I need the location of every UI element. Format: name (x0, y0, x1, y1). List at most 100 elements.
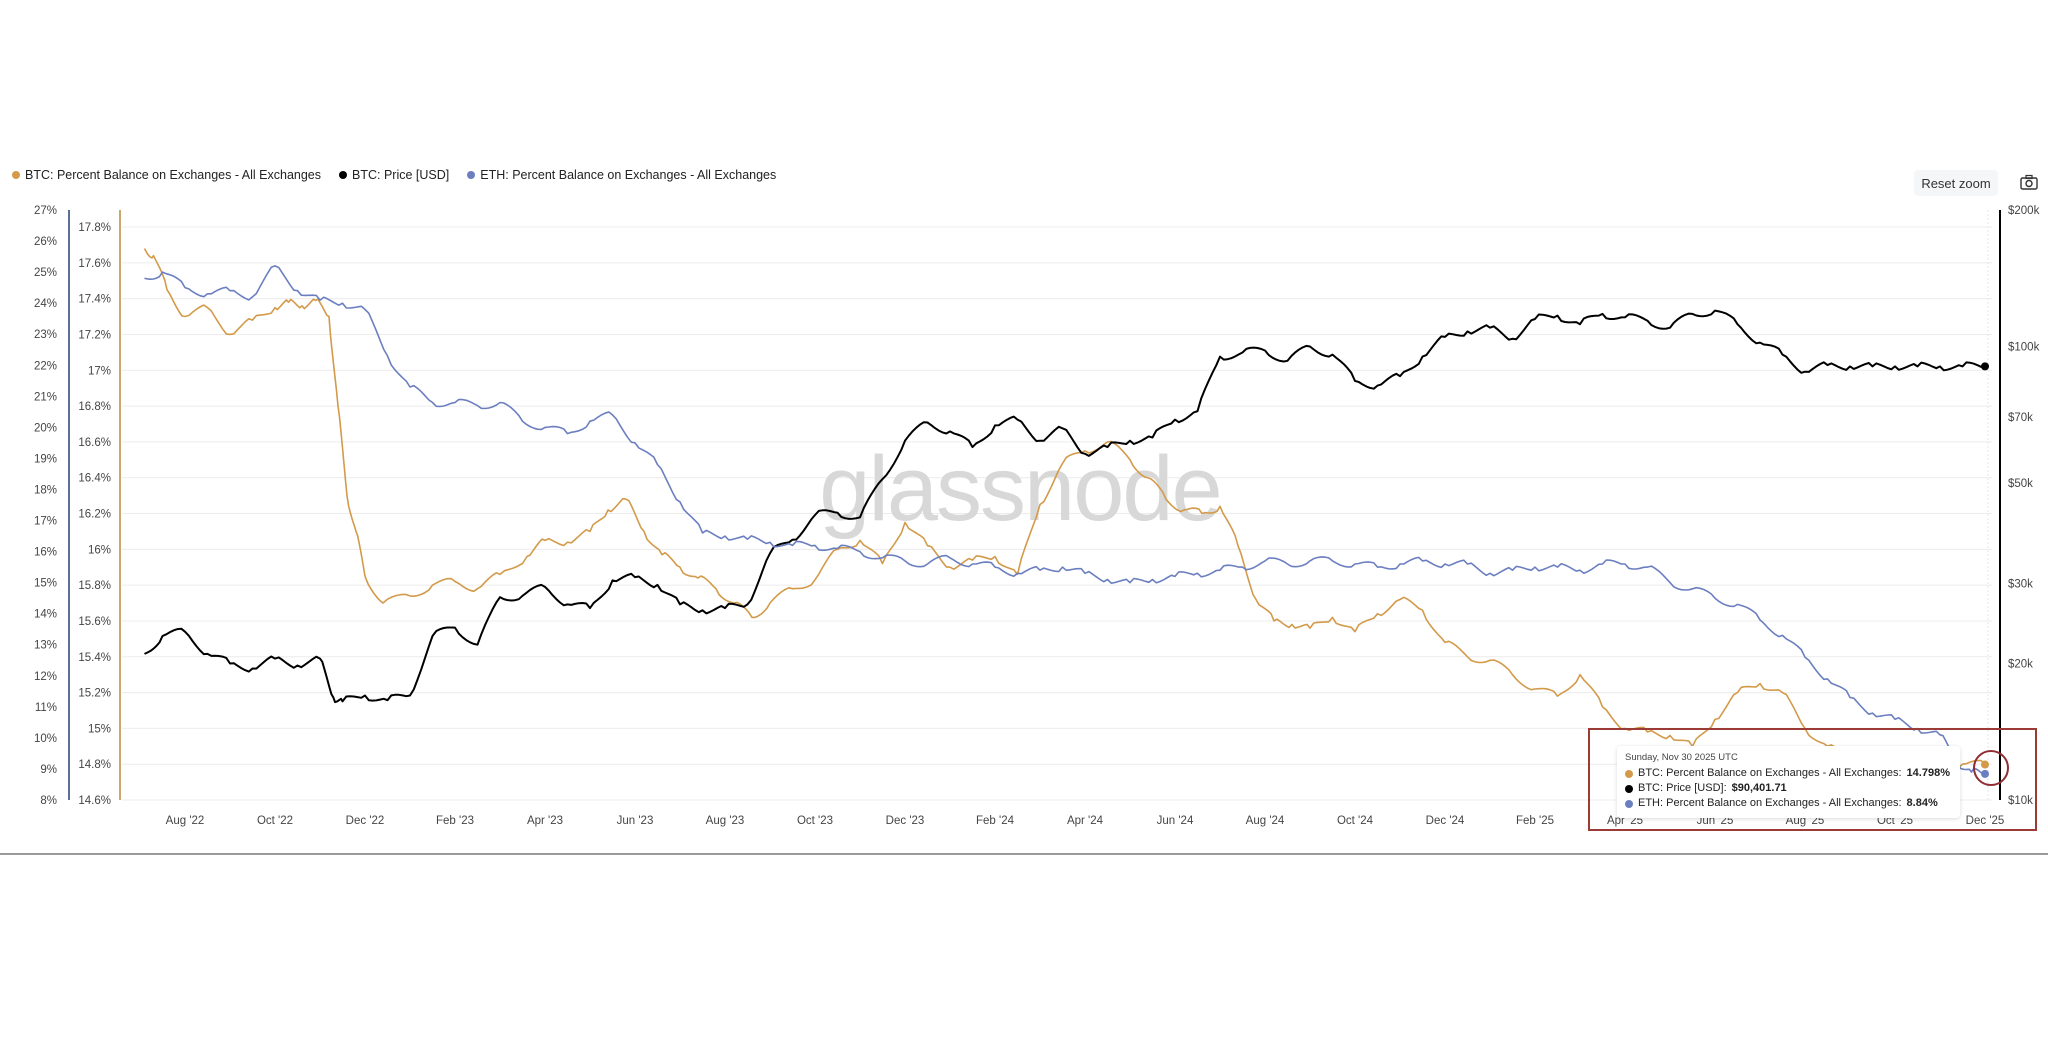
price-axis-tick: $100k (2008, 342, 2040, 354)
x-axis-tick: Aug '24 (1246, 815, 1285, 827)
eth-axis-tick: 25% (34, 267, 57, 279)
legend-item-eth-pct[interactable]: ETH: Percent Balance on Exchanges - All … (467, 168, 776, 182)
eth-axis-tick: 20% (34, 422, 57, 434)
eth-axis-tick: 26% (34, 236, 57, 248)
x-axis-tick: Jun '24 (1157, 815, 1194, 827)
glassnode-watermark: glassnode (819, 438, 1220, 540)
btc-pct-axis-tick: 17.6% (78, 258, 111, 270)
legend-dot-icon (467, 171, 476, 179)
x-axis-tick: Dec '24 (1426, 815, 1465, 827)
x-axis-tick: Apr '25 (1607, 815, 1643, 827)
x-axis-tick: Dec '23 (886, 815, 925, 827)
eth-axis-tick: 18% (34, 484, 57, 496)
price-axis-tick: $30k (2008, 579, 2033, 591)
btc-pct-axis-tick: 17.8% (78, 222, 111, 234)
series-end-marker (1981, 362, 1989, 371)
x-axis-tick: Jun '23 (617, 815, 654, 827)
x-axis-tick: Apr '23 (527, 815, 563, 827)
chart-tooltip: Sunday, Nov 30 2025 UTC BTC: Percent Bal… (1617, 746, 1960, 818)
eth-axis-tick: 19% (34, 453, 57, 465)
tooltip-row-eth-pct: ETH: Percent Balance on Exchanges - All … (1625, 796, 1952, 811)
series-line (143, 248, 1986, 769)
btc-pct-axis-tick: 16.2% (78, 509, 111, 521)
price-axis-tick: $70k (2008, 412, 2033, 424)
series-line (144, 265, 1986, 775)
price-axis-tick: $10k (2008, 795, 2033, 807)
legend-label: BTC: Percent Balance on Exchanges - All … (25, 168, 321, 182)
legend-label: ETH: Percent Balance on Exchanges - All … (480, 168, 777, 182)
highlight-circle-annotation (1973, 750, 2009, 786)
price-axis-tick: $200k (2008, 205, 2040, 217)
price-axis-tick: $20k (2008, 658, 2033, 670)
eth-axis-tick: 24% (34, 298, 57, 310)
series-dot-icon (1625, 784, 1633, 793)
series-dot-icon (1625, 769, 1633, 778)
eth-axis-tick: 16% (34, 547, 57, 559)
eth-axis-tick: 10% (34, 733, 57, 745)
x-axis-tick: Dec '22 (346, 815, 385, 827)
legend-dot-icon (339, 171, 347, 179)
btc-pct-axis-tick: 16.4% (78, 473, 111, 485)
eth-axis-tick: 13% (34, 640, 57, 652)
tooltip-value: 14.798% (1906, 767, 1950, 779)
x-axis-tick: Feb '23 (436, 815, 474, 827)
eth-axis-tick: 17% (34, 516, 57, 528)
eth-axis-tick: 11% (35, 702, 57, 714)
chart-canvas[interactable]: 27% 26% 25% 24% 23% 22% 21% 20% 19% 18% 17% 16% 15% 1… (0, 0, 2048, 860)
x-axis-tick: Oct '24 (1337, 815, 1374, 827)
x-axis-tick: Oct '23 (797, 815, 833, 827)
x-axis-tick: Aug '22 (166, 815, 205, 827)
eth-axis-tick: 23% (34, 329, 57, 341)
tooltip-label: ETH: Percent Balance on Exchanges - All … (1638, 797, 1902, 809)
btc-pct-axis-tick: 17.4% (78, 294, 111, 306)
eth-axis-tick: 15% (34, 578, 57, 590)
series-dot-icon (1625, 799, 1633, 808)
tooltip-date: Sunday, Nov 30 2025 UTC (1625, 752, 1738, 763)
x-axis-tick: Oct '25 (1877, 815, 1913, 827)
x-axis-tick: Apr '24 (1067, 815, 1104, 827)
btc-pct-axis-tick: 15% (88, 723, 111, 735)
chart-legend: BTC: Percent Balance on Exchanges - All … (12, 168, 776, 182)
btc-pct-axis-tick: 14.8% (78, 759, 111, 771)
btc-pct-axis-tick: 16% (88, 544, 111, 556)
eth-axis-tick: 21% (34, 391, 57, 403)
tooltip-value: 8.84% (1906, 797, 1938, 809)
x-axis-tick: Jun '25 (1697, 815, 1734, 827)
btc-pct-axis-tick: 15.4% (78, 652, 111, 664)
legend-item-btc-price[interactable]: BTC: Price [USD] (339, 168, 449, 182)
legend-item-btc-pct[interactable]: BTC: Percent Balance on Exchanges - All … (12, 168, 321, 182)
eth-axis-tick: 22% (34, 360, 57, 372)
tooltip-value: $90,401.71 (1731, 782, 1787, 794)
series-line (144, 309, 1986, 704)
eth-axis-tick: 27% (34, 205, 57, 217)
tooltip-row-btc-price: BTC: Price [USD]: $90,401.71 (1625, 781, 1952, 796)
btc-pct-axis-tick: 14.6% (78, 795, 111, 807)
btc-pct-axis-tick: 15.2% (78, 688, 111, 700)
reset-zoom-button[interactable]: Reset zoom (1914, 170, 1998, 196)
eth-axis-tick: 9% (40, 764, 57, 776)
btc-pct-axis-tick: 16.6% (78, 437, 111, 449)
camera-icon[interactable] (2018, 172, 2040, 192)
x-axis-tick: Aug '23 (706, 815, 745, 827)
btc-pct-axis-tick: 15.8% (78, 580, 111, 592)
eth-axis-tick: 14% (34, 609, 57, 621)
x-axis-tick: Feb '24 (976, 815, 1015, 827)
highlight-box-annotation (1588, 728, 2037, 831)
btc-pct-axis-tick: 15.6% (78, 616, 111, 628)
tooltip-row-btc-pct: BTC: Percent Balance on Exchanges - All … (1625, 766, 1952, 781)
eth-axis-tick: 12% (34, 671, 57, 683)
legend-dot-icon (12, 171, 20, 179)
legend-label: BTC: Price [USD] (352, 168, 450, 182)
divider (0, 853, 2048, 855)
eth-axis-tick: 8% (40, 795, 57, 807)
btc-pct-axis-tick: 16.8% (78, 401, 111, 413)
btc-pct-axis-tick: 17.2% (78, 329, 111, 341)
btc-pct-axis-tick: 17% (88, 365, 111, 377)
price-axis-tick: $50k (2008, 478, 2033, 490)
tooltip-label: BTC: Percent Balance on Exchanges - All … (1638, 767, 1902, 779)
x-axis-tick: Feb '25 (1516, 815, 1554, 827)
x-axis-tick: Aug '25 (1786, 815, 1825, 827)
tooltip-label: BTC: Price [USD]: (1638, 782, 1727, 794)
x-axis-tick: Oct '22 (257, 815, 293, 827)
x-axis-tick: Dec '25 (1966, 815, 2005, 827)
